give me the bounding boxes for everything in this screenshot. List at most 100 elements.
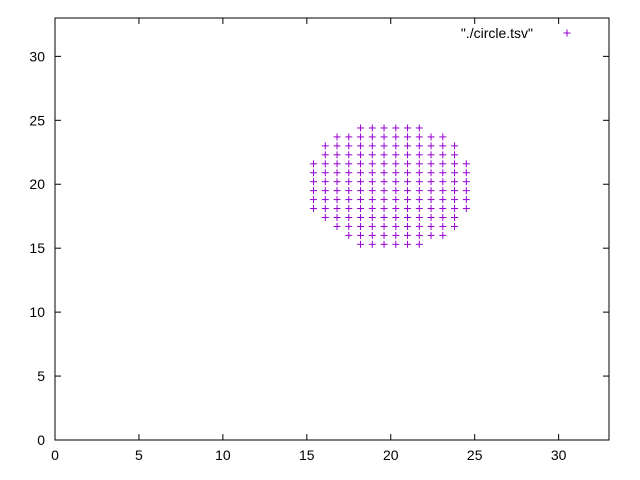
x-tick-label-4: 20 [383, 447, 399, 463]
data-point-0 [357, 124, 365, 132]
data-point-142 [404, 222, 412, 230]
data-point-135 [451, 213, 459, 221]
data-point-13 [415, 133, 423, 141]
data-point-94 [451, 187, 459, 195]
data-point-149 [368, 231, 376, 239]
data-point-96 [310, 196, 318, 204]
data-point-129 [380, 213, 388, 221]
data-point-75 [392, 178, 400, 186]
data-point-141 [392, 222, 400, 230]
data-point-61 [392, 169, 400, 177]
data-point-17 [333, 142, 341, 150]
data-point-25 [427, 142, 435, 150]
x-tick-label-5: 25 [467, 447, 483, 463]
data-point-10 [380, 133, 388, 141]
data-point-46 [380, 160, 388, 168]
data-point-136 [333, 222, 341, 230]
data-point-77 [415, 178, 423, 186]
data-point-59 [368, 169, 376, 177]
data-point-40 [310, 160, 318, 168]
data-point-122 [451, 205, 459, 213]
data-point-33 [380, 151, 388, 159]
data-point-81 [462, 178, 470, 186]
data-point-57 [345, 169, 353, 177]
data-point-151 [392, 231, 400, 239]
data-point-4 [404, 124, 412, 132]
data-point-155 [439, 231, 447, 239]
data-point-95 [462, 187, 470, 195]
data-point-152 [404, 231, 412, 239]
data-point-127 [357, 213, 365, 221]
data-point-106 [427, 196, 435, 204]
x-tick-label-0: 0 [51, 447, 59, 463]
data-point-42 [333, 160, 341, 168]
data-point-7 [345, 133, 353, 141]
legend-entry-marker [563, 29, 571, 37]
data-point-133 [427, 213, 435, 221]
data-point-9 [368, 133, 376, 141]
data-point-24 [415, 142, 423, 150]
data-point-157 [368, 240, 376, 248]
data-point-160 [404, 240, 412, 248]
data-point-54 [310, 169, 318, 177]
data-point-123 [462, 205, 470, 213]
data-point-63 [415, 169, 423, 177]
data-point-44 [357, 160, 365, 168]
data-point-21 [380, 142, 388, 150]
data-point-146 [451, 222, 459, 230]
data-point-15 [439, 133, 447, 141]
data-point-49 [415, 160, 423, 168]
data-point-1 [368, 124, 376, 132]
y-tick-label-0: 0 [37, 432, 45, 448]
data-point-89 [392, 187, 400, 195]
data-point-125 [333, 213, 341, 221]
data-point-86 [357, 187, 365, 195]
data-point-156 [357, 240, 365, 248]
data-point-45 [368, 160, 376, 168]
data-point-78 [427, 178, 435, 186]
data-point-38 [439, 151, 447, 159]
data-point-28 [321, 151, 329, 159]
data-point-131 [404, 213, 412, 221]
data-point-60 [380, 169, 388, 177]
data-point-23 [404, 142, 412, 150]
data-point-69 [321, 178, 329, 186]
data-point-14 [427, 133, 435, 141]
axis-ticks [54, 18, 609, 441]
data-point-68 [310, 178, 318, 186]
data-point-153 [415, 231, 423, 239]
data-point-48 [404, 160, 412, 168]
data-point-159 [392, 240, 400, 248]
data-point-85 [345, 187, 353, 195]
data-point-147 [345, 231, 353, 239]
x-tick-label-2: 10 [215, 447, 231, 463]
data-point-64 [427, 169, 435, 177]
data-point-29 [333, 151, 341, 159]
data-point-26 [439, 142, 447, 150]
data-point-76 [404, 178, 412, 186]
data-point-91 [415, 187, 423, 195]
data-point-80 [451, 178, 459, 186]
data-point-36 [415, 151, 423, 159]
data-point-112 [333, 205, 341, 213]
data-point-88 [380, 187, 388, 195]
data-point-113 [345, 205, 353, 213]
data-point-92 [427, 187, 435, 195]
axis-tick-labels: 0 5 10 15 20 25 30 0 5 10 15 20 25 30 [29, 48, 566, 463]
data-point-11 [392, 133, 400, 141]
data-point-50 [427, 160, 435, 168]
y-tick-label-5: 25 [29, 112, 45, 128]
data-point-111 [321, 205, 329, 213]
data-point-144 [427, 222, 435, 230]
data-point-18 [345, 142, 353, 150]
data-point-107 [439, 196, 447, 204]
data-point-16 [321, 142, 329, 150]
data-point-71 [345, 178, 353, 186]
data-point-128 [368, 213, 376, 221]
y-tick-label-3: 15 [29, 240, 45, 256]
data-point-105 [415, 196, 423, 204]
data-point-130 [392, 213, 400, 221]
data-point-115 [368, 205, 376, 213]
data-point-39 [451, 151, 459, 159]
